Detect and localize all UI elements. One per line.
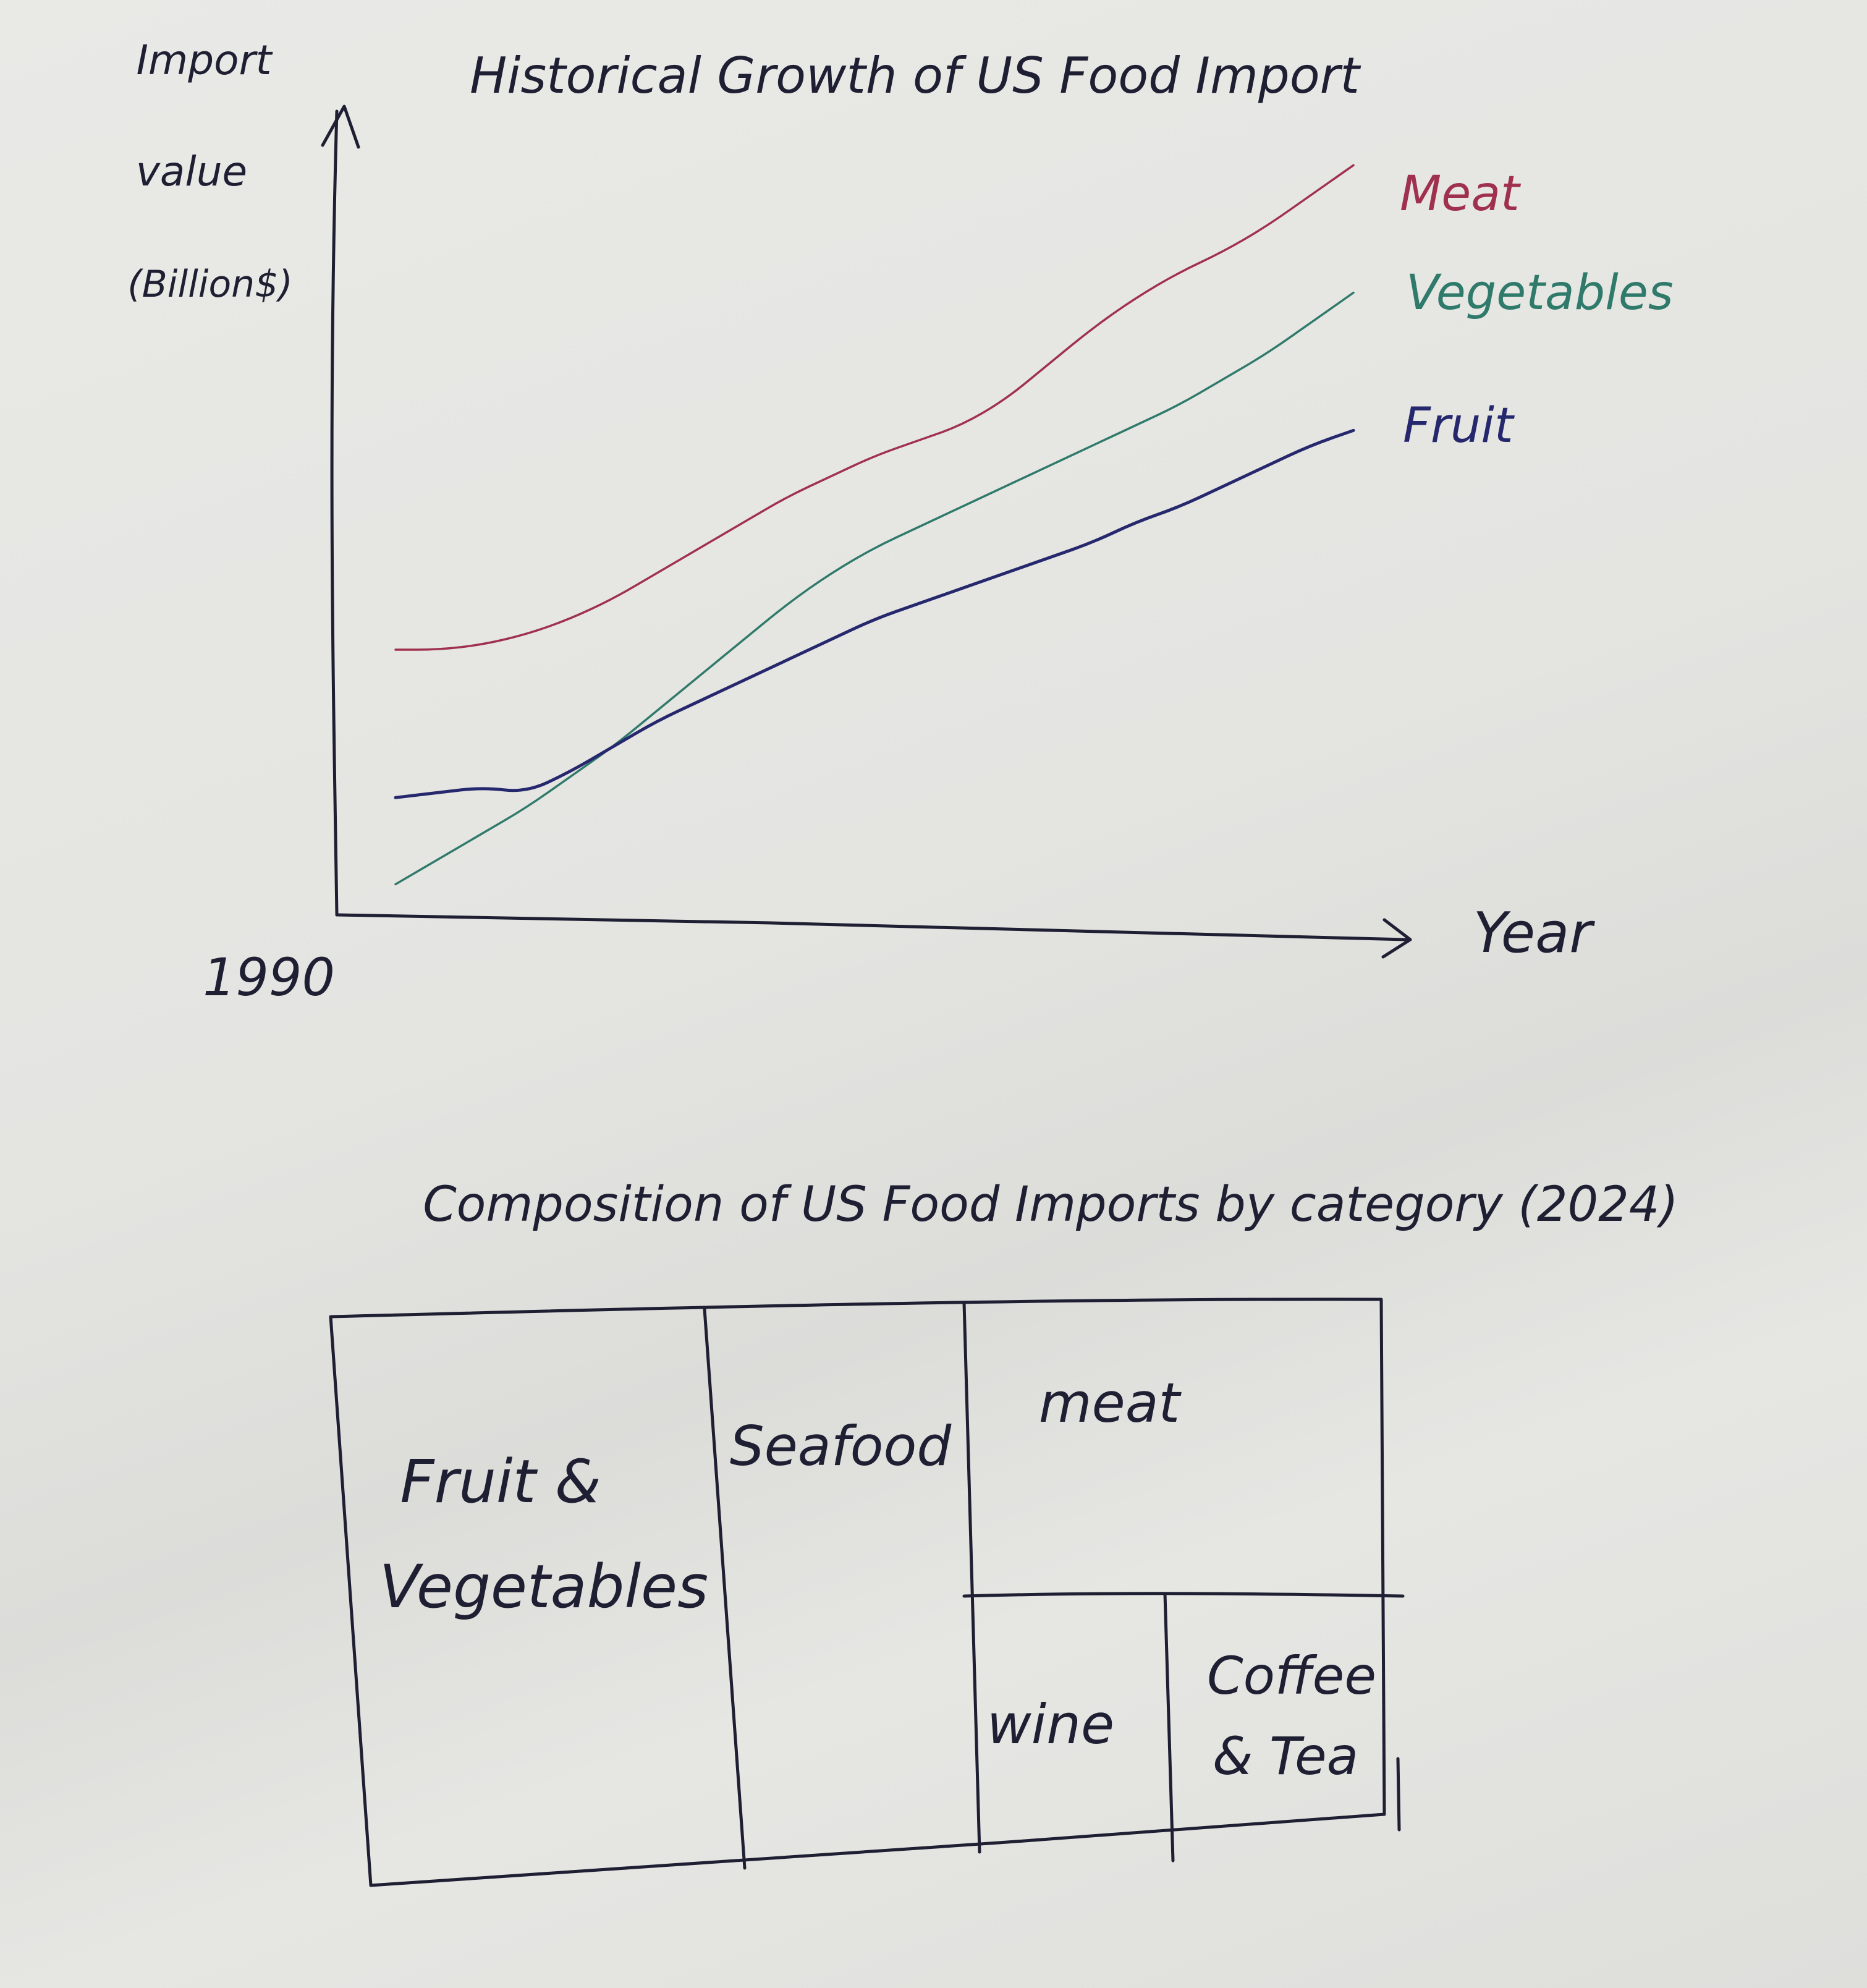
treemap-chart: Composition of US Food Imports by catego…: [329, 1177, 1679, 1887]
treemap-edge-tick: [1396, 1757, 1401, 1832]
treemap-label-coffee-tea-line-1: Coffee: [1207, 1646, 1376, 1706]
y-axis-label-line-3: (Billion$): [127, 263, 293, 306]
series-line-vegetables: [394, 291, 1355, 886]
x-axis-arrowhead: [1381, 918, 1412, 959]
y-axis-line: [330, 109, 339, 917]
treemap-divider-4: [1163, 1592, 1175, 1863]
y-axis-label-line-2: value: [136, 148, 247, 195]
treemap-cell-seafood: Seafood: [730, 1414, 952, 1478]
line-series-group: Meat Vegetables Fruit: [394, 164, 1673, 886]
treemap-label-seafood: Seafood: [730, 1414, 952, 1478]
x-axis-label: Year: [1473, 901, 1596, 966]
x-axis-start-tick-label: 1990: [203, 947, 335, 1008]
treemap-divider-1: [703, 1307, 747, 1870]
series-line-fruit: [394, 428, 1355, 799]
treemap-label-fruit-vegetables-line-1: Fruit &: [400, 1447, 601, 1516]
series-label-meat: Meat: [1400, 166, 1521, 222]
x-axis-line: [335, 913, 1408, 941]
treemap-title: Composition of US Food Imports by catego…: [423, 1177, 1679, 1233]
treemap-label-fruit-vegetables-line-2: Vegetables: [379, 1552, 708, 1621]
treemap-outline: [329, 1298, 1386, 1887]
series-label-fruit: Fruit: [1403, 398, 1515, 454]
line-chart-title: Historical Growth of US Food Import: [470, 47, 1361, 104]
treemap-label-coffee-tea-line-2: & Tea: [1213, 1726, 1358, 1786]
y-axis-arrowhead: [321, 104, 360, 149]
treemap-cell-fruit-vegetables: Fruit & Vegetables: [379, 1447, 708, 1621]
y-axis-label-line-1: Import: [136, 36, 273, 84]
line-chart: Historical Growth of US Food Import Impo…: [127, 36, 1673, 1008]
treemap-cell-meat: meat: [1039, 1371, 1182, 1435]
treemap-label-wine: wine: [987, 1693, 1114, 1756]
treemap-divider-3: [962, 1592, 1405, 1598]
series-line-meat: [394, 164, 1355, 651]
treemap-label-meat: meat: [1039, 1371, 1182, 1435]
treemap-cell-coffee-tea: Coffee & Tea: [1207, 1646, 1376, 1786]
treemap-divider-2: [962, 1301, 981, 1854]
treemap-cell-wine: wine: [987, 1693, 1114, 1756]
series-label-vegetables: Vegetables: [1406, 265, 1673, 321]
